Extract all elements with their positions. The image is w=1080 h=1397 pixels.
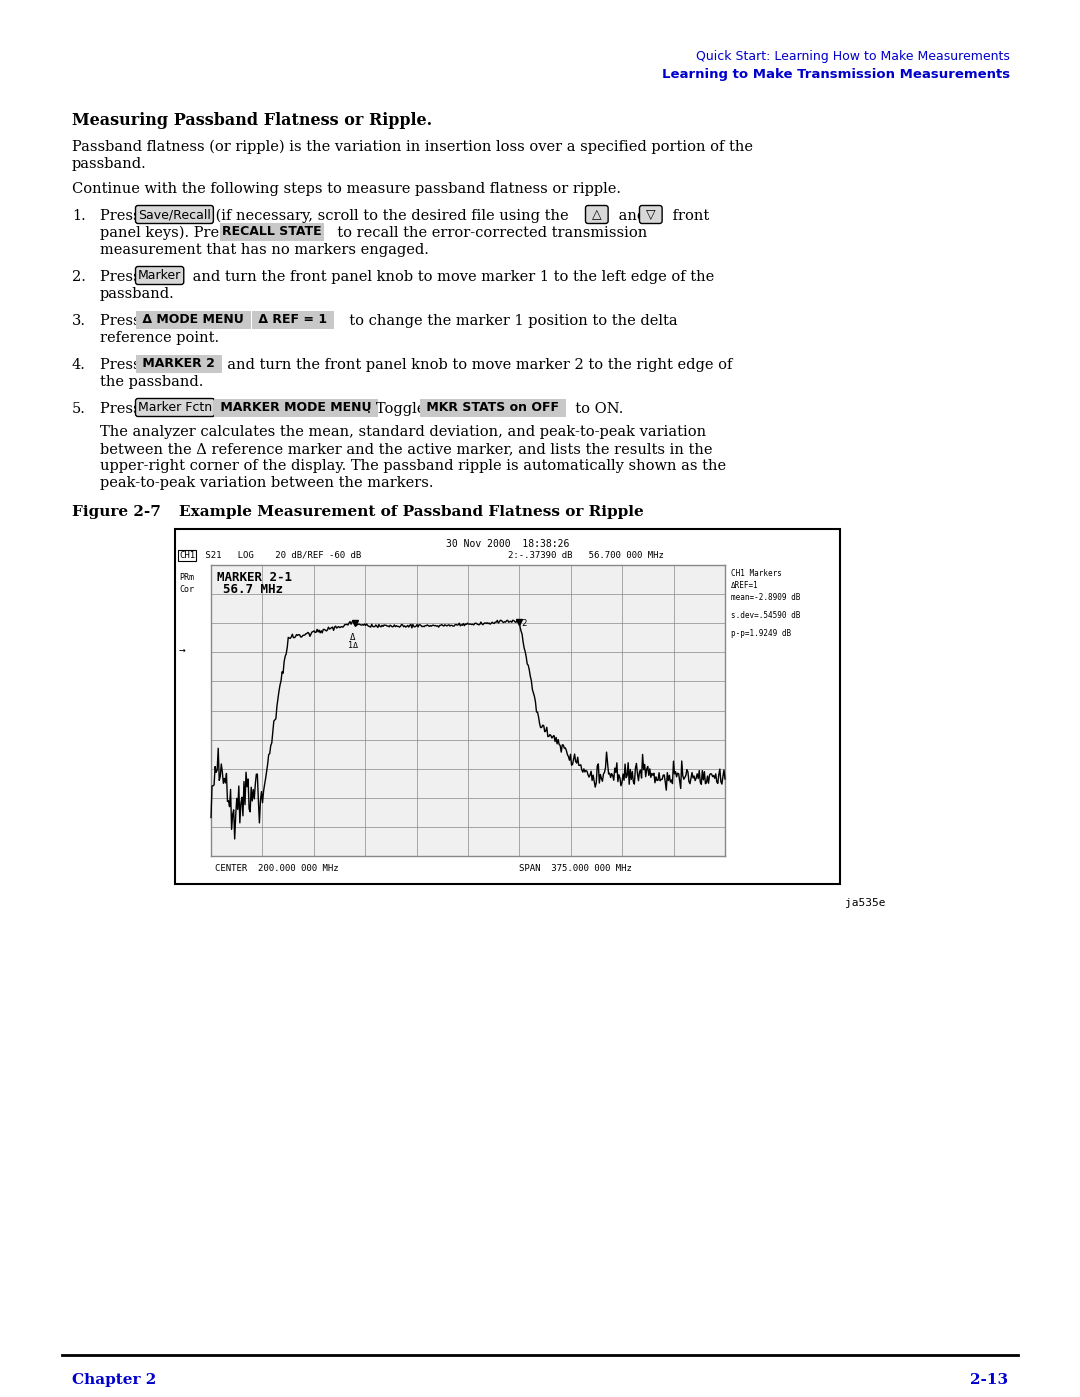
Text: CH1: CH1 — [179, 550, 195, 560]
Text: s.dev=.54590 dB: s.dev=.54590 dB — [731, 610, 800, 620]
Text: CENTER  200.000 000 MHz: CENTER 200.000 000 MHz — [215, 863, 339, 873]
Text: ΔREF=1: ΔREF=1 — [731, 581, 759, 590]
Text: Press: Press — [100, 314, 145, 328]
Text: panel keys). Press: panel keys). Press — [100, 226, 239, 240]
Text: RECALL STATE: RECALL STATE — [222, 225, 322, 237]
Text: passband.: passband. — [100, 286, 175, 300]
Text: The analyzer calculates the mean, standard deviation, and peak-to-peak variation: The analyzer calculates the mean, standa… — [100, 425, 706, 439]
Text: 2-13: 2-13 — [970, 1373, 1008, 1387]
Bar — [175, 529, 840, 884]
Text: MARKER 2-1: MARKER 2-1 — [217, 571, 292, 584]
Text: →: → — [179, 645, 186, 655]
Text: CH1 Markers: CH1 Markers — [731, 569, 782, 578]
Text: . Toggle: . Toggle — [362, 402, 434, 416]
Text: S21   LOG    20 dB/REF -60 dB: S21 LOG 20 dB/REF -60 dB — [200, 550, 361, 560]
Text: Press: Press — [100, 270, 145, 284]
Text: passband.: passband. — [72, 156, 147, 170]
Text: the passband.: the passband. — [100, 374, 203, 388]
Text: front: front — [669, 210, 710, 224]
Text: peak-to-peak variation between the markers.: peak-to-peak variation between the marke… — [100, 476, 433, 490]
Text: (if necessary, scroll to the desired file using the: (if necessary, scroll to the desired fil… — [211, 210, 573, 224]
Text: Cor: Cor — [179, 585, 194, 594]
Text: measurement that has no markers engaged.: measurement that has no markers engaged. — [100, 243, 429, 257]
Text: MKR STATS on OFF: MKR STATS on OFF — [422, 401, 564, 414]
Text: PRm: PRm — [179, 573, 194, 583]
Text: to ON.: to ON. — [566, 402, 623, 416]
Text: 3.: 3. — [72, 314, 86, 328]
Text: p-p=1.9249 dB: p-p=1.9249 dB — [731, 629, 792, 638]
Text: Save/Recall: Save/Recall — [138, 208, 211, 221]
Text: reference point.: reference point. — [100, 331, 219, 345]
Text: 30 Nov 2000  18:38:26: 30 Nov 2000 18:38:26 — [446, 539, 569, 549]
Text: SPAN  375.000 000 MHz: SPAN 375.000 000 MHz — [519, 863, 632, 873]
Text: and turn the front panel knob to move marker 1 to the left edge of the: and turn the front panel knob to move ma… — [188, 270, 714, 284]
Text: 56.7 MHz: 56.7 MHz — [222, 583, 283, 597]
Text: mean=-2.8909 dB: mean=-2.8909 dB — [731, 592, 800, 602]
Text: upper-right corner of the display. The passband ripple is automatically shown as: upper-right corner of the display. The p… — [100, 460, 726, 474]
Text: and: and — [615, 210, 651, 224]
Bar — [211, 564, 725, 856]
Text: Quick Start: Learning How to Make Measurements: Quick Start: Learning How to Make Measur… — [697, 50, 1010, 63]
Text: △: △ — [588, 208, 606, 221]
Text: Chapter 2: Chapter 2 — [72, 1373, 157, 1387]
Text: Marker Fctn: Marker Fctn — [138, 401, 212, 414]
Text: to recall the error-corrected transmission: to recall the error-corrected transmissi… — [328, 226, 647, 240]
Text: Passband flatness (or ripple) is the variation in insertion loss over a specifie: Passband flatness (or ripple) is the var… — [72, 140, 753, 155]
Text: Press: Press — [100, 358, 145, 372]
Text: to change the marker 1 position to the delta: to change the marker 1 position to the d… — [340, 314, 677, 328]
Text: 1.: 1. — [72, 210, 85, 224]
Text: ja535e: ja535e — [845, 898, 886, 908]
Text: 2.: 2. — [72, 270, 86, 284]
Text: Figure 2-7: Figure 2-7 — [72, 504, 161, 520]
Text: Δ REF = 1: Δ REF = 1 — [254, 313, 332, 326]
Text: Press: Press — [100, 210, 145, 224]
Text: between the Δ reference marker and the active marker, and lists the results in t: between the Δ reference marker and the a… — [100, 441, 713, 455]
Text: 2: 2 — [522, 619, 527, 627]
Text: MARKER MODE MENU: MARKER MODE MENU — [216, 401, 376, 414]
Text: 2:-.37390 dB   56.700 000 MHz: 2:-.37390 dB 56.700 000 MHz — [508, 550, 663, 560]
Text: 1Δ: 1Δ — [348, 641, 357, 650]
Text: Marker: Marker — [138, 270, 181, 282]
Text: 5.: 5. — [72, 402, 86, 416]
Text: Continue with the following steps to measure passband flatness or ripple.: Continue with the following steps to mea… — [72, 182, 621, 196]
Text: Example Measurement of Passband Flatness or Ripple: Example Measurement of Passband Flatness… — [158, 504, 644, 520]
Text: Δ MODE MENU: Δ MODE MENU — [138, 313, 248, 326]
Text: Learning to Make Transmission Measurements: Learning to Make Transmission Measuremen… — [662, 68, 1010, 81]
Text: 4.: 4. — [72, 358, 86, 372]
Text: and turn the front panel knob to move marker 2 to the right edge of: and turn the front panel knob to move ma… — [218, 358, 732, 372]
Text: Δ: Δ — [350, 633, 355, 643]
Text: ▽: ▽ — [642, 208, 660, 221]
Text: Press: Press — [100, 402, 145, 416]
Text: MARKER 2: MARKER 2 — [138, 358, 219, 370]
Text: Measuring Passband Flatness or Ripple.: Measuring Passband Flatness or Ripple. — [72, 112, 432, 129]
